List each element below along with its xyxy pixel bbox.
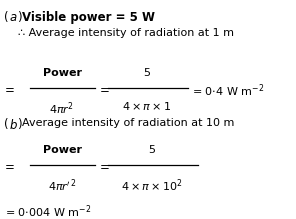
Text: Power: Power bbox=[43, 68, 81, 78]
Text: $4\pi r^2$: $4\pi r^2$ bbox=[49, 100, 75, 117]
Text: ∴ Average intensity of radiation at 1 m: ∴ Average intensity of radiation at 1 m bbox=[18, 28, 234, 38]
Text: Power: Power bbox=[43, 145, 81, 155]
Text: Average intensity of radiation at 10 m: Average intensity of radiation at 10 m bbox=[22, 118, 234, 128]
Text: (: ( bbox=[4, 118, 9, 131]
Text: =: = bbox=[5, 161, 15, 175]
Text: Visible power = 5 W: Visible power = 5 W bbox=[22, 11, 155, 24]
Text: =: = bbox=[100, 85, 110, 97]
Text: $4\times\pi\times10^2$: $4\times\pi\times10^2$ bbox=[121, 177, 183, 194]
Text: $4\times\pi\times1$: $4\times\pi\times1$ bbox=[123, 100, 171, 112]
Text: = 0$\cdot$4 W m$^{-2}$: = 0$\cdot$4 W m$^{-2}$ bbox=[192, 83, 264, 99]
Text: 5: 5 bbox=[144, 68, 150, 78]
Text: 5: 5 bbox=[149, 145, 155, 155]
Text: $\mathit{a}$: $\mathit{a}$ bbox=[9, 11, 17, 24]
Text: $\mathit{b}$: $\mathit{b}$ bbox=[9, 118, 18, 132]
Text: =: = bbox=[5, 85, 15, 97]
Text: ): ) bbox=[17, 118, 22, 131]
Text: (: ( bbox=[4, 11, 9, 24]
Text: = 0$\cdot$004 W m$^{-2}$: = 0$\cdot$004 W m$^{-2}$ bbox=[5, 203, 91, 219]
Text: =: = bbox=[100, 161, 110, 175]
Text: $4\pi r'^{\,2}$: $4\pi r'^{\,2}$ bbox=[48, 177, 76, 194]
Text: ): ) bbox=[17, 11, 22, 24]
